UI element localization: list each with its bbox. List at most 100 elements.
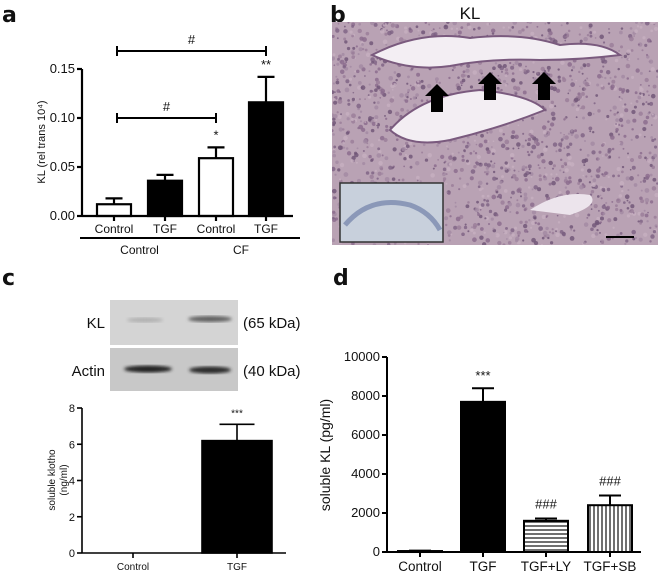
tissue-cell	[354, 70, 357, 73]
tissue-cell	[332, 133, 335, 136]
tissue-cell	[386, 29, 388, 32]
tissue-cell	[365, 52, 371, 58]
tissue-cell	[547, 120, 550, 123]
tissue-cell	[602, 65, 605, 68]
tissue-cell	[490, 146, 493, 149]
tissue-cell	[557, 221, 561, 224]
tissue-cell	[383, 22, 386, 25]
y-tick-label: 4	[69, 476, 75, 488]
tissue-cell	[394, 243, 397, 245]
tissue-cell	[536, 72, 539, 74]
tissue-cell	[516, 230, 521, 235]
tissue-cell	[644, 156, 647, 160]
tissue-cell	[538, 174, 542, 178]
tissue-cell	[378, 149, 382, 154]
tissue-cell	[357, 53, 360, 56]
tissue-cell	[493, 162, 496, 165]
tissue-cell	[375, 48, 378, 51]
tissue-cell	[591, 233, 596, 239]
blot-row-size: (65 kDa)	[243, 315, 301, 332]
tissue-cell	[619, 181, 625, 186]
tissue-cell	[332, 153, 337, 158]
tissue-cell	[407, 75, 410, 79]
tissue-cell	[611, 147, 615, 151]
tissue-cell	[641, 49, 644, 52]
tissue-cell	[460, 73, 466, 78]
tissue-cell	[491, 72, 493, 74]
tissue-cell	[533, 140, 538, 144]
tissue-cell	[538, 166, 541, 170]
tissue-cell	[653, 153, 658, 158]
tissue-cell	[544, 22, 547, 25]
tissue-cell	[647, 211, 649, 214]
tissue-cell	[348, 77, 353, 81]
tissue-cell	[578, 95, 583, 99]
tissue-cell	[632, 118, 637, 123]
tissue-cell	[374, 115, 379, 120]
tissue-cell	[629, 36, 634, 42]
tissue-cell	[545, 226, 549, 231]
tissue-cell	[368, 154, 372, 159]
tissue-cell	[350, 159, 354, 163]
tissue-cell	[656, 69, 658, 73]
tissue-cell	[602, 155, 604, 157]
tissue-cell	[542, 230, 548, 236]
tissue-cell	[571, 65, 576, 69]
tissue-cell	[421, 30, 424, 33]
tissue-cell	[563, 215, 566, 218]
tissue-cell	[598, 150, 602, 154]
tissue-cell	[417, 242, 420, 245]
significance-label: ###	[535, 496, 557, 511]
tissue-cell	[347, 22, 350, 24]
tissue-cell	[342, 141, 345, 145]
tissue-cell	[336, 37, 339, 40]
tissue-cell	[344, 57, 349, 62]
tissue-cell	[472, 237, 477, 243]
tissue-cell	[378, 27, 381, 30]
tissue-cell	[394, 24, 397, 27]
y-tick-label: 0	[69, 548, 75, 560]
tissue-cell	[512, 22, 518, 25]
tissue-cell	[569, 236, 575, 241]
tissue-cell	[643, 232, 648, 237]
tissue-cell	[501, 175, 505, 179]
tissue-cell	[501, 70, 503, 73]
blot-row-label: KL	[87, 315, 105, 332]
tissue-cell	[336, 78, 339, 81]
tissue-cell	[607, 175, 610, 179]
tissue-cell	[586, 33, 590, 37]
tissue-cell	[332, 150, 336, 154]
tissue-cell	[621, 90, 625, 94]
tissue-cell	[447, 191, 451, 195]
tissue-cell	[505, 226, 508, 230]
tissue-cell	[638, 237, 643, 242]
tissue-cell	[434, 77, 439, 82]
tissue-cell	[612, 105, 617, 110]
tissue-cell	[606, 114, 610, 118]
tissue-cell	[337, 57, 340, 61]
tissue-cell	[399, 93, 404, 98]
tissue-cell	[420, 84, 426, 90]
tissue-cell	[503, 189, 508, 193]
tissue-cell	[547, 73, 551, 76]
tissue-cell	[627, 188, 630, 192]
tissue-cell	[604, 233, 608, 237]
tissue-cell	[385, 43, 388, 46]
tissue-cell	[337, 145, 343, 151]
tissue-cell	[620, 45, 624, 49]
significance-label: **	[261, 57, 271, 72]
tissue-cell	[587, 111, 593, 117]
tissue-cell	[358, 22, 362, 26]
tissue-cell	[428, 23, 431, 26]
tissue-cell	[583, 164, 586, 167]
tissue-cell	[617, 133, 621, 136]
tissue-cell	[624, 242, 627, 245]
tissue-cell	[547, 236, 550, 240]
tissue-cell	[648, 70, 651, 73]
tissue-cell	[548, 31, 553, 36]
tissue-cell	[645, 101, 648, 104]
tissue-cell	[361, 42, 364, 46]
tissue-cell	[342, 74, 346, 79]
tissue-cell	[510, 196, 512, 199]
tissue-cell	[490, 28, 496, 33]
